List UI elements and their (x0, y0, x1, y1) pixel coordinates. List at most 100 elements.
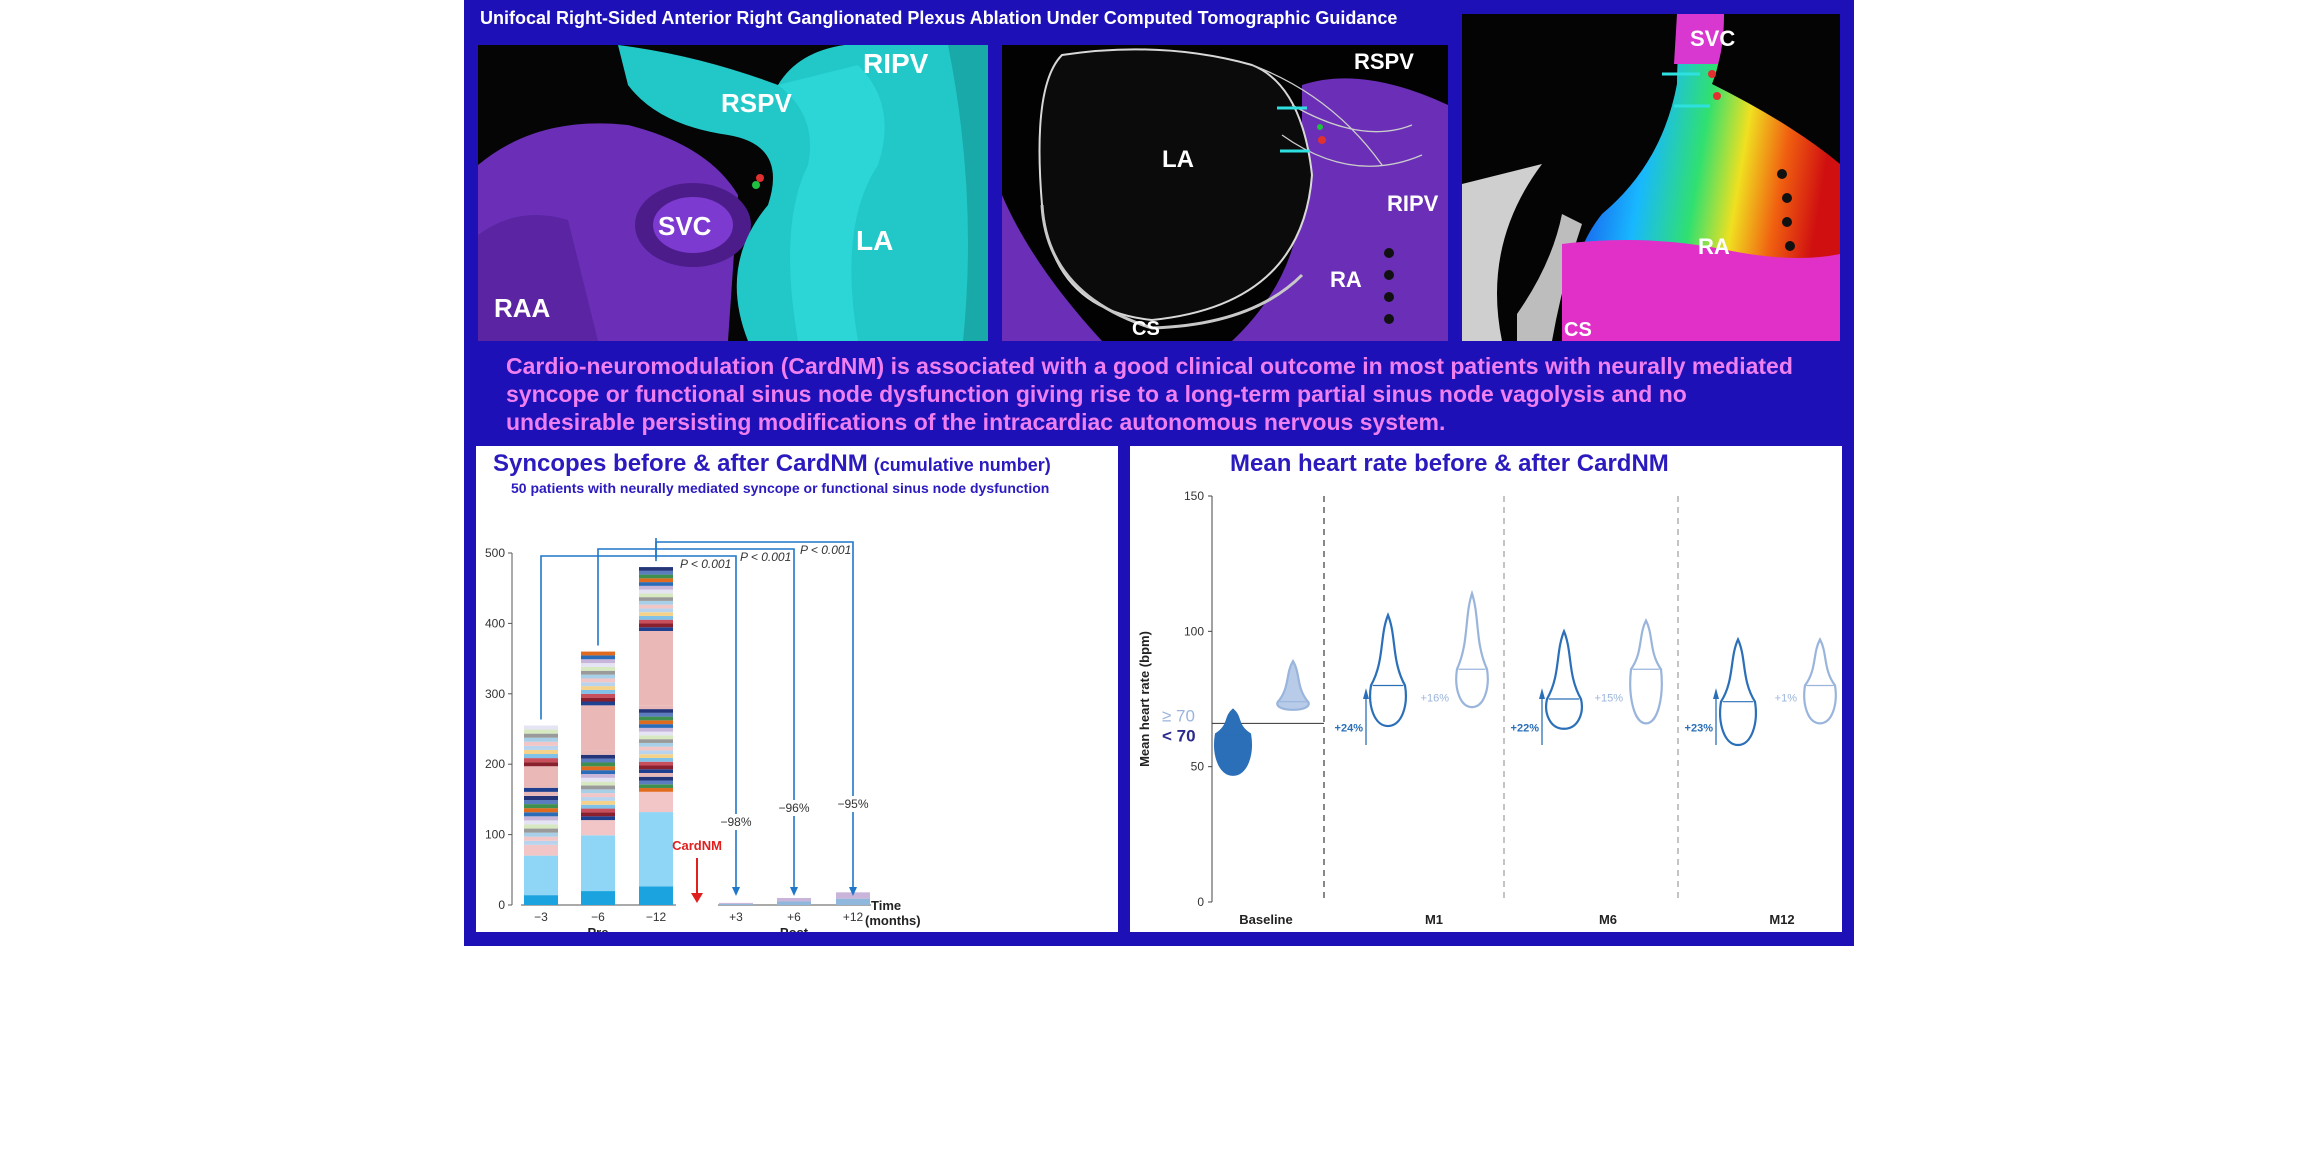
violin-high-2 (1455, 589, 1489, 709)
x-tick-label: +3 (729, 910, 743, 924)
bar-segment (639, 765, 673, 770)
bar-segment (639, 776, 673, 781)
bar-3 (639, 567, 673, 905)
pvalue-3m: P < 0.001 (680, 557, 731, 571)
bar-segment (524, 762, 558, 767)
bar-segment (639, 754, 673, 758)
bar-segment (524, 745, 558, 750)
label-la: LA (856, 225, 893, 256)
bar-segment (581, 774, 615, 778)
bar-segment (719, 903, 753, 905)
bar-4 (719, 902, 753, 905)
poster: Unifocal Right-Sided Anterior Right Gang… (464, 0, 1854, 946)
bar-segment (581, 693, 615, 698)
label-ra-b: RA (1330, 267, 1362, 292)
bar-segment (524, 824, 558, 829)
bar-segment (639, 727, 673, 732)
increase-label-low: +23% (1685, 722, 1714, 734)
bar-segment (639, 567, 673, 571)
increase-label-high: +1% (1775, 693, 1798, 705)
bar-segment (581, 835, 615, 892)
y-tick-label: 0 (498, 898, 505, 912)
bar-segment (524, 749, 558, 755)
bar-segment (581, 697, 615, 702)
bar-segment (639, 627, 673, 631)
reduction-label: −98% (720, 815, 751, 829)
bar-segment (639, 578, 673, 583)
violin-high-4 (1803, 637, 1837, 725)
reduction-bg (833, 796, 873, 812)
bar-segment (581, 766, 615, 771)
bar-segment (639, 597, 673, 601)
increase-label-low: +22% (1511, 722, 1540, 734)
bar-5 (777, 897, 811, 905)
reduction-bg (774, 800, 814, 816)
x-tick-label: +12 (843, 910, 864, 924)
y-tick-label: 100 (1184, 624, 1204, 638)
bracket-6m-head (790, 887, 798, 896)
bar-segment (836, 898, 870, 905)
bar-segment (524, 832, 558, 837)
y-tick-label: 300 (485, 687, 505, 701)
bar-segment (524, 754, 558, 759)
bar-segment (581, 891, 615, 905)
y-tick-label: 400 (485, 616, 505, 630)
conclusion-text: Cardio-neuromodulation (CardNM) is assoc… (506, 353, 1793, 435)
bar-segment (639, 630, 673, 706)
increase-label-high: +16% (1421, 693, 1450, 705)
bar-segment (524, 808, 558, 813)
reduction-bg (716, 814, 756, 830)
bar-segment (524, 741, 558, 746)
bar-segment (639, 791, 673, 813)
group-label-pre: Pre (588, 925, 609, 932)
syncope-chart-panel: Syncopes before & after CardNM (cumulativ… (476, 446, 1118, 932)
bracket-12m-head (849, 887, 857, 896)
bar-segment (581, 670, 615, 675)
violin-low-3 (1545, 628, 1583, 730)
label-rspv: RSPV (721, 88, 792, 118)
bar-segment (581, 770, 615, 775)
bar-segment (524, 836, 558, 841)
bar-segment (581, 659, 615, 664)
bar-segment (581, 655, 615, 660)
bar-segment (524, 787, 558, 792)
bar-segment (639, 574, 673, 579)
bar-segment (581, 705, 615, 751)
bar-segment (524, 840, 558, 845)
anatomy-image-map: SVC RA CS (1462, 14, 1840, 341)
bar-segment (639, 735, 673, 740)
bar-segment (581, 663, 615, 667)
bar-segment (524, 795, 558, 801)
bar-segment (639, 750, 673, 755)
bar-segment (524, 791, 558, 796)
label-svc: SVC (658, 211, 712, 241)
bar-1 (524, 725, 558, 905)
bar-segment (581, 666, 615, 671)
label-raa: RAA (494, 293, 551, 323)
increase-arrowhead-low (1363, 688, 1369, 699)
bar-segment (524, 729, 558, 734)
bar-segment (639, 757, 673, 762)
bar-segment (639, 615, 673, 620)
time-label: Time (871, 898, 901, 913)
bar-segment (581, 682, 615, 687)
bar-segment (524, 812, 558, 817)
cardnm-arrowhead (691, 893, 703, 903)
heart-rate-chart-svg: 0 50 100 150 Mean heart rate (bpm) ≥ 70< 70 Ba… (1137, 489, 1837, 927)
bar-segment (524, 804, 558, 809)
bar-segment (639, 739, 673, 743)
threshold-label-low: < 70 (1162, 726, 1196, 745)
syncope-chart-title: Syncopes before & after CardNM (cumulativ… (493, 450, 1051, 478)
bracket-3m-head (732, 887, 740, 896)
syncope-chart-subtitle: 50 patients with neurally mediated synco… (511, 480, 1050, 496)
label-ripv: RIPV (863, 48, 929, 79)
bar-segment (639, 780, 673, 785)
bar-segment (581, 674, 615, 679)
bar-segment (639, 784, 673, 789)
pvalue-12m: P < 0.001 (800, 543, 851, 557)
bar-segment (524, 895, 558, 905)
y-tick-label: 0 (1197, 895, 1204, 909)
bar-segment (581, 701, 615, 706)
x-tick-label: Baseline (1239, 912, 1292, 927)
bar-segment (524, 737, 558, 742)
